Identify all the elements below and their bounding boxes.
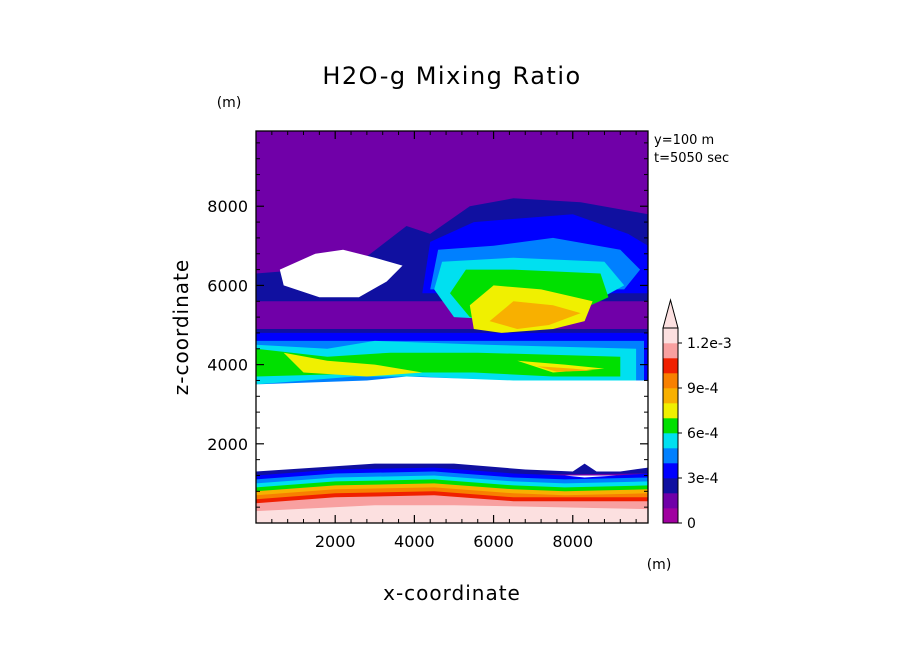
x-tick-label: 6000: [473, 532, 514, 551]
y-tick-label: 2000: [207, 435, 248, 454]
colorbar-tick-label: 6e-4: [687, 426, 719, 442]
colorbar-swatch: [663, 388, 678, 404]
colorbar-swatch: [663, 508, 678, 524]
colorbar-swatch: [663, 373, 678, 389]
contour-region-29: [256, 505, 648, 523]
colorbar-swatch: [663, 328, 678, 344]
colorbar-swatch: [663, 343, 678, 359]
colorbar-extend-arrow: [662, 298, 679, 329]
colorbar: 1.2e-3 9e-4 6e-4 3e-4 0: [662, 298, 732, 532]
y-tick-label: 4000: [207, 356, 248, 375]
colorbar-tick-label: 0: [687, 516, 696, 532]
colorbar-swatch: [663, 478, 678, 494]
axes: 2000 4000 6000 8000 2000 4000 6000 8000: [207, 130, 649, 551]
y-tick-label: 8000: [207, 197, 248, 216]
annotation-y-position: y=100 m: [654, 133, 714, 148]
annotation-time: t=5050 sec: [654, 151, 729, 166]
colorbar-tick-label: 9e-4: [687, 381, 719, 397]
contour-region-17: [537, 366, 593, 372]
contour-region-18: [279, 249, 403, 298]
contour-field: [256, 131, 648, 523]
colorbar-tick-label: 1.2e-3: [687, 336, 732, 352]
colorbar-swatch: [663, 448, 678, 464]
y-unit-label: (m): [217, 95, 242, 111]
contour-region-15: [517, 360, 605, 373]
x-tick-label: 8000: [552, 532, 593, 551]
x-unit-label: (m): [647, 557, 672, 573]
x-tick-label: 4000: [394, 532, 435, 551]
contour-region-19: [256, 376, 648, 472]
colorbar-swatch: [663, 358, 678, 374]
y-tick-label: 6000: [207, 276, 248, 295]
colorbar-swatch: [663, 433, 678, 449]
colorbar-swatch: [663, 463, 678, 479]
colorbar-swatch: [663, 493, 678, 509]
plot-frame: [255, 130, 649, 524]
y-axis-label: z-coordinate: [169, 259, 193, 395]
colorbar-swatch: [663, 403, 678, 419]
contour-region-16: [489, 301, 581, 329]
chart-title: H2O-g Mixing Ratio: [322, 62, 581, 90]
x-tick-label: 2000: [315, 532, 356, 551]
x-axis-label: x-coordinate: [383, 581, 521, 605]
colorbar-swatch: [663, 418, 678, 434]
contour-region-14: [283, 352, 423, 377]
colorbar-tick-label: 3e-4: [687, 471, 719, 487]
